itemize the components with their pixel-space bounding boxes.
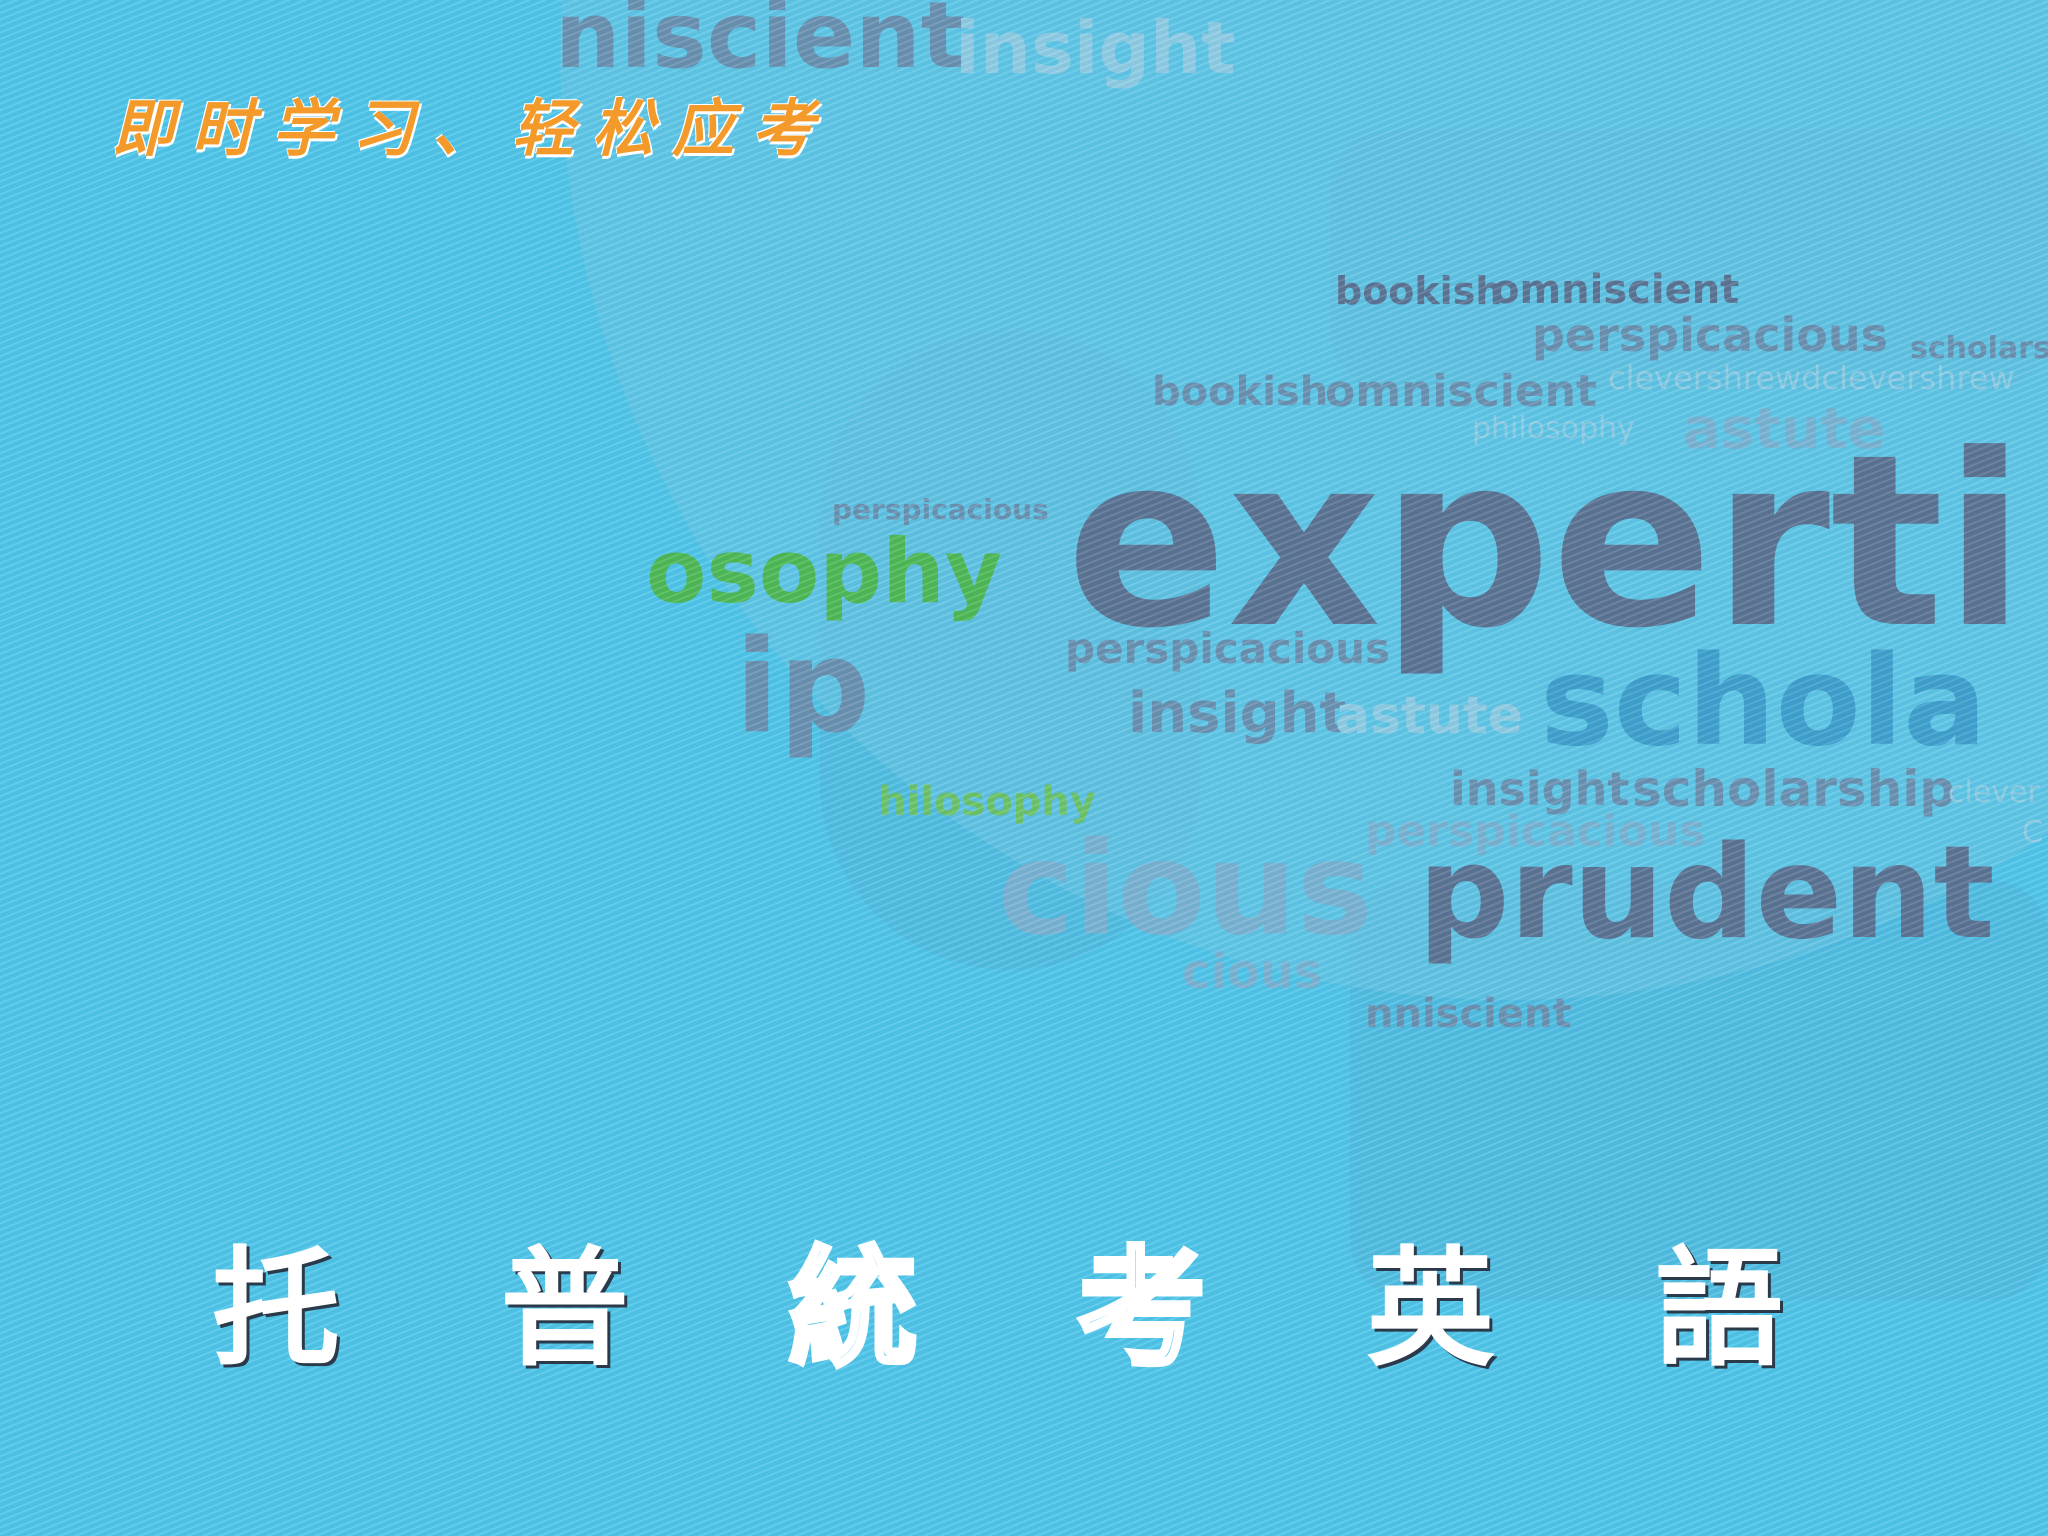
cloud-word: experti — [1066, 404, 2026, 681]
cloud-word: insight — [1450, 762, 1630, 816]
title-char: 考 — [1075, 1233, 1264, 1387]
cloud-word: insight — [955, 6, 1236, 90]
title-char: 普 — [500, 1235, 687, 1384]
cloud-word: bookish — [1335, 269, 1503, 313]
cloud-word: insight — [1128, 681, 1347, 746]
cloud-word: prudent — [1418, 819, 1995, 968]
cloud-word: scholars — [1910, 331, 2048, 366]
slide-tagline: 即时学习、轻松应考 — [112, 92, 833, 165]
cloud-word: cious — [1182, 944, 1323, 1000]
cloud-word: perspicacious — [1065, 624, 1391, 673]
title-char: 統 — [787, 1233, 976, 1387]
cloud-word: schola — [1540, 630, 1987, 774]
cloud-word: bookish — [1152, 369, 1329, 415]
cloud-word: omniscient — [1325, 366, 1598, 417]
cloud-word: perspicacious — [832, 493, 1049, 526]
title-char: 英 — [1366, 1235, 1553, 1384]
cloud-word: C — [2022, 815, 2043, 850]
cloud-word: hilosophy — [878, 779, 1096, 825]
cloud-word: clever — [1948, 775, 2040, 810]
cloud-word: nniscient — [1365, 991, 1572, 1037]
title-char: 語 — [1654, 1235, 1841, 1384]
cloud-word: perspicacious — [1532, 308, 1888, 362]
title-char: 托 — [212, 1235, 399, 1384]
cloud-word: astute — [1683, 397, 1886, 462]
cloud-word: omniscient — [1492, 267, 1740, 313]
cloud-word: cious — [998, 815, 1373, 964]
cloud-word: ip — [735, 613, 871, 762]
cloud-word: niscient — [555, 0, 965, 89]
cloud-word: clevershrewdclevershrew — [1608, 359, 2015, 397]
cloud-word: astute — [1335, 686, 1524, 746]
cloud-word: osophy — [646, 520, 1003, 623]
cloud-word: scholarship — [1632, 760, 1956, 818]
slide-title: 托 普 統 考 英 語 — [212, 1205, 1841, 1390]
cloud-word: philosophy — [1472, 411, 1635, 446]
cloud-word: perspicacious — [1365, 806, 1706, 857]
